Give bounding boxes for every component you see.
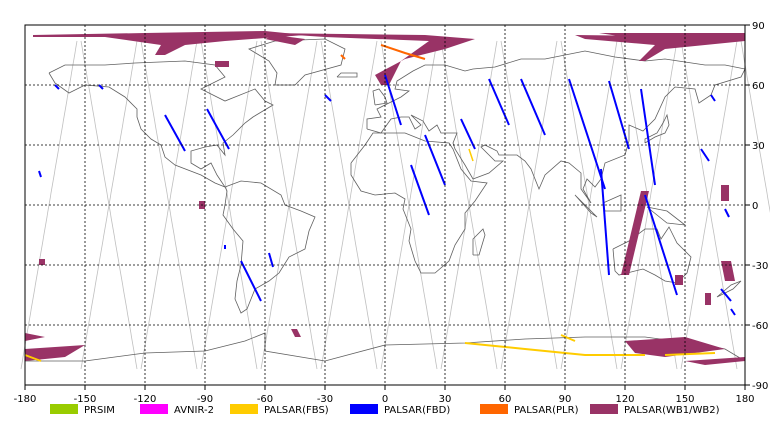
swath-wb: [675, 275, 683, 285]
coastline: [472, 228, 486, 256]
swath-fbd: [700, 148, 710, 162]
graticule: [25, 25, 745, 385]
swath-wb: [265, 33, 475, 85]
swath-wb: [625, 337, 725, 357]
legend-swatch: [350, 404, 378, 414]
y-axis-ticks: 90 60 30 0 -30 -60 -90: [745, 21, 768, 392]
x-tick-label: 30: [439, 394, 452, 405]
x-tick-label: -180: [14, 394, 37, 405]
x-tick-label: 120: [615, 394, 634, 405]
swath-wb: [721, 185, 729, 201]
swath-plr: [380, 44, 426, 60]
swath-fbs: [464, 342, 645, 356]
swath-wb: [575, 35, 745, 61]
y-tick-label: 30: [752, 141, 765, 152]
coastline: [48, 60, 274, 188]
y-tick-label: -60: [752, 321, 768, 332]
legend-label: PALSAR(FBS): [264, 405, 329, 416]
legend-label: AVNIR-2: [174, 405, 214, 416]
legend-swatch: [590, 404, 618, 414]
swath-fbd: [730, 308, 736, 316]
swath-wb: [621, 191, 649, 275]
swath-fbd: [488, 78, 510, 126]
swath-fbd: [384, 74, 402, 126]
swath-fbd: [724, 208, 730, 218]
coastline: [716, 280, 742, 298]
swath-plr: [340, 54, 346, 60]
y-tick-label: 0: [752, 201, 758, 212]
x-tick-label: -30: [317, 394, 333, 405]
y-tick-label: -30: [752, 261, 768, 272]
coastline: [574, 194, 598, 218]
y-tick-label: 60: [752, 81, 765, 92]
swath-fbs: [468, 148, 474, 162]
swath-wb: [291, 329, 301, 337]
swath-fbd: [720, 288, 732, 302]
swath-wb: [25, 333, 45, 341]
legend-label: PALSAR(PLR): [514, 405, 579, 416]
legend-label: PALSAR(WB1/WB2): [624, 405, 720, 416]
swath-wb: [705, 293, 711, 305]
x-tick-label: 60: [499, 394, 512, 405]
swath-fbs: [560, 334, 576, 342]
swath-wb: [265, 35, 305, 45]
legend: PRSIM AVNIR-2 PALSAR(FBS) PALSAR(FBD) PALSAR…: [50, 404, 720, 416]
swath-fbd: [424, 134, 446, 186]
swath-fbd: [640, 88, 656, 186]
swath-fbd: [710, 94, 716, 102]
x-tick-label: -120: [134, 394, 157, 405]
swath-wb: [39, 259, 45, 265]
swath-wb: [25, 345, 85, 361]
legend-label: PRSIM: [84, 405, 115, 416]
swath-fbd: [324, 94, 332, 102]
x-tick-label: 150: [675, 394, 694, 405]
swath-wb: [599, 33, 745, 37]
swath-wb: [33, 31, 305, 55]
swath-fbd: [98, 84, 104, 90]
x-axis-ticks: -180 -150 -120 -90 -60 -30 0 30 60 90 120 150 180: [14, 385, 755, 405]
swath-fbs: [24, 354, 42, 362]
orbit-track: [740, 40, 770, 214]
x-tick-label: -90: [197, 394, 213, 405]
coastline: [336, 72, 358, 78]
legend-swatch: [480, 404, 508, 414]
observation-swaths: [24, 31, 745, 365]
x-tick-label: -60: [257, 394, 273, 405]
legend-swatch: [50, 404, 78, 414]
swath-fbd: [54, 84, 60, 90]
coastline: [350, 132, 488, 274]
coastline: [372, 88, 388, 106]
x-tick-label: -150: [74, 394, 97, 405]
x-tick-label: 0: [382, 394, 388, 405]
swath-wb: [721, 261, 735, 281]
swath-fbd: [644, 194, 678, 296]
swath-fbd: [38, 170, 42, 178]
swath-wb: [685, 357, 745, 365]
swath-fbs: [664, 352, 716, 356]
legend-swatch: [140, 404, 168, 414]
swath-fbd: [520, 78, 546, 136]
swath-wb: [215, 61, 229, 67]
legend-swatch: [230, 404, 258, 414]
swath-fbd: [240, 260, 262, 302]
legend-label: PALSAR(FBD): [384, 405, 450, 416]
y-tick-label: -90: [752, 381, 768, 392]
swath-fbd: [600, 168, 610, 276]
swath-fbd: [568, 78, 606, 190]
swath-fbd: [410, 164, 430, 216]
x-tick-label: 90: [559, 394, 572, 405]
x-tick-label: 180: [735, 394, 754, 405]
swath-fbd: [608, 80, 630, 150]
y-tick-label: 90: [752, 21, 765, 32]
swath-fbd: [460, 118, 476, 150]
swath-fbd: [206, 108, 230, 150]
swath-fbd: [268, 252, 274, 268]
